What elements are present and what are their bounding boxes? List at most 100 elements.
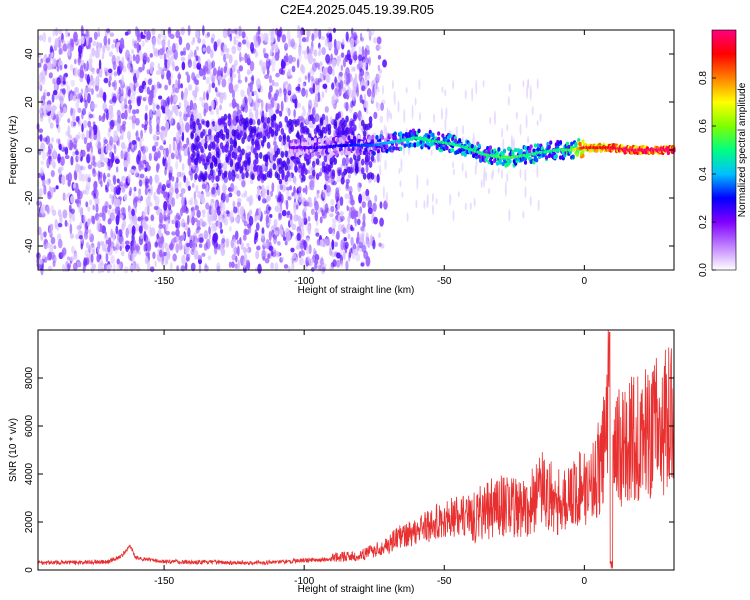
spectrogram-noise-point xyxy=(287,107,291,117)
spectrogram-noise-point xyxy=(320,35,325,41)
spectrogram-noise-point xyxy=(384,159,387,171)
spectrogram-ridge-point xyxy=(404,132,409,137)
spectrogram-noise-point xyxy=(365,232,369,243)
spectrogram-noise-point xyxy=(234,29,238,35)
spectrogram-ridge-point xyxy=(395,146,399,151)
spectrogram-noise-point xyxy=(57,238,63,249)
spectrogram-noise-point xyxy=(200,193,205,205)
spectrogram-noise-point xyxy=(216,262,221,270)
spectrogram-noise-point xyxy=(262,47,266,55)
spectrogram-noise-point xyxy=(279,184,284,191)
spectrogram-noise-point xyxy=(524,168,527,182)
spectrogram-noise-point xyxy=(237,172,242,181)
spectrogram-noise-point xyxy=(231,45,237,55)
spectrogram-noise-point xyxy=(312,58,316,63)
spectrogram-noise-point xyxy=(135,223,140,232)
spectrogram-band-point xyxy=(343,168,347,176)
spectrogram-noise-point xyxy=(162,33,167,42)
spectrogram-noise-point xyxy=(38,128,44,133)
spectrogram-noise-point xyxy=(361,191,366,201)
spectrogram-noise-point xyxy=(160,105,165,110)
spectrogram-noise-point xyxy=(345,101,349,112)
spectrogram-noise-point xyxy=(211,186,216,195)
spectrogram-noise-point xyxy=(262,188,268,194)
spectrogram-band-point xyxy=(190,113,194,121)
spectrogram-band-point xyxy=(200,146,204,154)
spectrogram-noise-point xyxy=(50,251,55,260)
spectrogram-band-point xyxy=(276,147,281,155)
spectrogram-noise-point xyxy=(308,99,313,110)
spectrogram-noise-point xyxy=(167,204,171,209)
spectrogram-noise-point xyxy=(190,196,194,206)
spectrogram-noise-point xyxy=(464,89,467,100)
spectrogram-band-point xyxy=(284,115,289,123)
spectrogram-noise-point xyxy=(361,85,366,92)
spectrogram-ridge-point xyxy=(536,143,540,148)
spectrogram-noise-point xyxy=(314,263,318,269)
spectrogram-noise-point xyxy=(50,170,55,178)
spectrogram-noise-point xyxy=(117,210,121,221)
spectrogram-noise-point xyxy=(46,91,51,97)
spectrogram-noise-point xyxy=(195,227,200,234)
spectrogram-noise-point xyxy=(98,114,102,122)
spectrogram-band-point xyxy=(362,172,367,180)
spectrogram-noise-point xyxy=(275,72,280,78)
spectrogram-noise-point xyxy=(217,185,221,196)
spectrogram-band-point xyxy=(192,126,196,134)
spectrogram-band-point xyxy=(337,169,341,177)
spectrogram-noise-point xyxy=(316,238,321,246)
spectrogram-noise-point xyxy=(109,119,115,130)
spectrogram-noise-point xyxy=(167,39,171,48)
spectrogram-noise-point xyxy=(469,202,472,211)
spectrogram-noise-point xyxy=(356,63,360,70)
spectrogram-noise-point xyxy=(265,32,269,43)
spectrogram-noise-point xyxy=(373,216,378,225)
spectrogram-noise-point xyxy=(39,104,45,114)
spectrogram-noise-point xyxy=(277,184,280,195)
spectrogram-noise-point xyxy=(49,231,53,238)
spectrogram-noise-point xyxy=(87,164,93,170)
spectrogram-noise-point xyxy=(184,104,187,115)
spectrogram-noise-point xyxy=(77,38,82,45)
spectrogram-noise-point xyxy=(192,59,197,70)
spectrogram-noise-point xyxy=(144,206,149,215)
spectrogram-noise-point xyxy=(139,173,145,179)
y-tick-label: 0 xyxy=(24,567,35,573)
spectrogram-noise-point xyxy=(170,55,174,67)
spectrogram-noise-point xyxy=(167,156,171,167)
spectrogram-noise-point xyxy=(104,201,109,209)
spectrogram-noise-point xyxy=(115,225,119,235)
spectrogram-noise-point xyxy=(213,246,218,255)
spectrogram-noise-point xyxy=(51,209,57,216)
spectrogram-band-point xyxy=(315,173,320,181)
spectrogram-noise-point xyxy=(113,130,118,137)
spectrogram-noise-point xyxy=(166,179,172,188)
spectrogram-band-point xyxy=(231,169,236,177)
spectrogram-noise-point xyxy=(452,80,455,90)
spectrogram-noise-point xyxy=(270,250,274,257)
spectrogram-band-point xyxy=(229,158,234,166)
spectrogram-noise-point xyxy=(350,66,354,73)
spectrogram-noise-point xyxy=(52,260,56,268)
spectrogram-ridge-point xyxy=(364,147,368,152)
spectrogram-noise-point xyxy=(83,257,88,267)
spectrogram-noise-point xyxy=(256,245,261,251)
spectrogram-band-point xyxy=(194,144,198,152)
spectrogram-noise-point xyxy=(327,27,333,35)
spectrogram-noise-point xyxy=(97,26,100,37)
spectrogram-noise-point xyxy=(164,113,168,122)
spectrogram-noise-point xyxy=(188,169,193,176)
spectrogram-noise-point xyxy=(271,56,276,68)
spectrogram-band-point xyxy=(207,151,212,159)
spectrogram-ridge-point xyxy=(529,144,533,149)
spectrogram-noise-point xyxy=(293,214,298,222)
spectrogram-band-point xyxy=(247,157,251,165)
spectrogram-noise-point xyxy=(283,264,289,269)
snr-frame xyxy=(37,329,675,571)
spectrogram-noise-point xyxy=(210,37,214,44)
spectrogram-band-point xyxy=(296,157,300,165)
spectrogram-noise-point xyxy=(74,150,80,156)
spectrogram-noise-point xyxy=(133,215,138,226)
spectrogram-noise-point xyxy=(146,86,150,95)
